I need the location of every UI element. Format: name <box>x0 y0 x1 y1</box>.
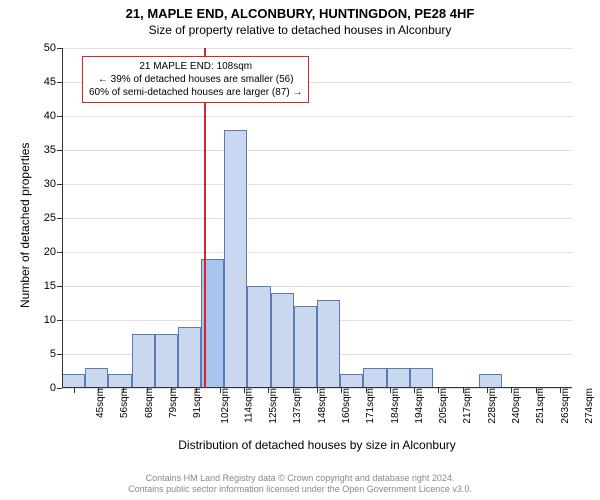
gridline <box>62 286 572 287</box>
histogram-bar <box>178 327 201 388</box>
histogram-bar <box>387 368 410 388</box>
x-tick-mark <box>147 388 148 393</box>
x-tick-label: 160sqm <box>335 388 352 424</box>
annotation-line2: ← 39% of detached houses are smaller (56… <box>89 73 302 86</box>
x-tick-mark <box>414 388 415 393</box>
x-tick-mark <box>366 388 367 393</box>
histogram-bar <box>85 368 108 388</box>
gridline <box>62 218 572 219</box>
histogram-bar <box>317 300 340 388</box>
gridline <box>62 252 572 253</box>
page-title: 21, MAPLE END, ALCONBURY, HUNTINGDON, PE… <box>0 0 600 21</box>
histogram-bar <box>224 130 247 388</box>
x-tick-label: 184sqm <box>383 388 400 424</box>
x-tick-mark <box>98 388 99 393</box>
gridline <box>62 150 572 151</box>
x-tick-label: 274sqm <box>578 388 595 424</box>
footer-attribution: Contains HM Land Registry data © Crown c… <box>0 473 600 496</box>
x-tick-label: 171sqm <box>359 388 376 424</box>
x-tick-label: 205sqm <box>432 388 449 424</box>
annotation-line1: 21 MAPLE END: 108sqm <box>89 60 302 73</box>
histogram-bar <box>340 374 363 388</box>
x-tick-mark <box>220 388 221 393</box>
x-tick-mark <box>244 388 245 393</box>
x-tick-mark <box>390 388 391 393</box>
histogram-bar <box>132 334 155 388</box>
x-tick-mark <box>196 388 197 393</box>
x-tick-label: 217sqm <box>456 388 473 424</box>
footer-line2: Contains public sector information licen… <box>0 484 600 496</box>
x-tick-mark <box>463 388 464 393</box>
x-tick-label: 194sqm <box>408 388 425 424</box>
x-tick-mark <box>317 388 318 393</box>
x-tick-label: 240sqm <box>505 388 522 424</box>
y-axis-line <box>62 48 63 388</box>
page-subtitle: Size of property relative to detached ho… <box>0 21 600 37</box>
gridline <box>62 184 572 185</box>
x-tick-mark <box>268 388 269 393</box>
histogram-bar <box>108 374 131 388</box>
annotation-line3: 60% of semi-detached houses are larger (… <box>89 86 302 99</box>
x-tick-mark <box>74 388 75 393</box>
gridline <box>62 116 572 117</box>
y-tick-mark <box>57 388 62 389</box>
x-tick-label: 102sqm <box>213 388 230 424</box>
x-axis-line <box>62 387 572 388</box>
x-tick-label: 263sqm <box>553 388 570 424</box>
y-axis-label: Number of detached properties <box>18 143 32 308</box>
x-tick-mark <box>171 388 172 393</box>
x-tick-mark <box>487 388 488 393</box>
x-tick-mark <box>293 388 294 393</box>
x-tick-label: 125sqm <box>262 388 279 424</box>
x-tick-mark <box>438 388 439 393</box>
x-tick-mark <box>560 388 561 393</box>
x-tick-label: 137sqm <box>286 388 303 424</box>
histogram-bar <box>271 293 294 388</box>
x-tick-mark <box>536 388 537 393</box>
x-axis-label: Distribution of detached houses by size … <box>62 438 572 452</box>
histogram-bar <box>410 368 433 388</box>
marker-annotation: 21 MAPLE END: 108sqm ← 39% of detached h… <box>82 56 309 103</box>
x-tick-label: 114sqm <box>237 388 254 423</box>
x-tick-mark <box>511 388 512 393</box>
histogram-bar <box>155 334 178 388</box>
x-tick-label: 228sqm <box>480 388 497 424</box>
footer-line1: Contains HM Land Registry data © Crown c… <box>0 473 600 485</box>
x-tick-mark <box>341 388 342 393</box>
histogram-bar <box>294 306 317 388</box>
x-tick-label: 251sqm <box>529 388 546 424</box>
histogram-bar <box>247 286 270 388</box>
x-tick-mark <box>123 388 124 393</box>
gridline <box>62 48 572 49</box>
histogram-bar <box>479 374 502 388</box>
x-tick-label: 148sqm <box>310 388 327 424</box>
histogram-bar <box>363 368 386 388</box>
histogram-bar <box>62 374 85 388</box>
